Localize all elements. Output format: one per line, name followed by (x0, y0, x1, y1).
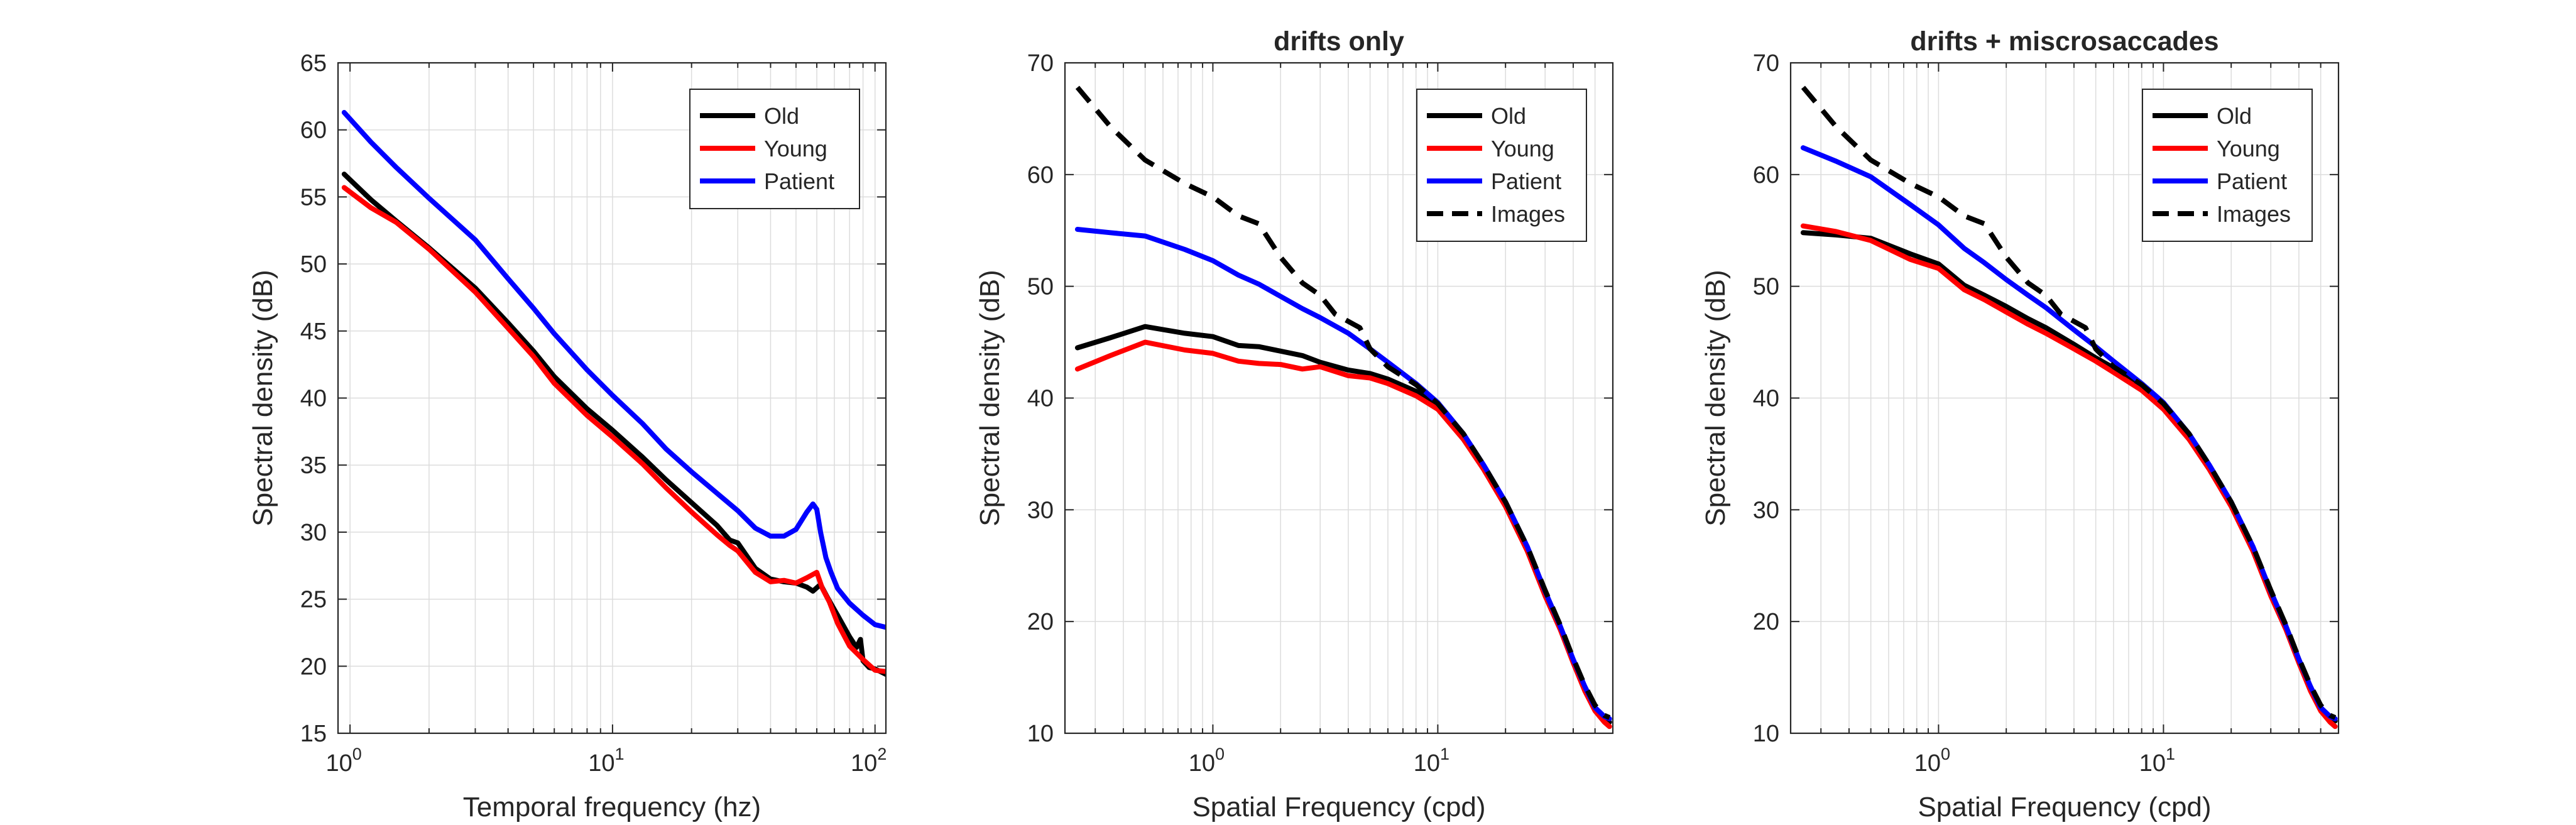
x-tick-base: 10 (2139, 750, 2166, 777)
x-axis-label: Spatial Frequency (cpd) (1918, 792, 2211, 822)
series-line-patient (341, 110, 886, 630)
plot-frame (337, 62, 887, 735)
legend-label: Patient (1491, 168, 1561, 194)
x-tick-label: 100 (325, 745, 361, 777)
x-axis-label: Temporal frequency (hz) (463, 792, 761, 822)
x-tick-exponent: 0 (1941, 745, 1950, 763)
y-axis-label: Spectral density (dB) (974, 270, 1005, 526)
y-tick-label: 70 (1027, 50, 1054, 77)
y-tick-label: 20 (300, 653, 327, 680)
y-tick-label: 10 (1753, 721, 1779, 747)
series-line-young (1800, 223, 2338, 729)
legend: Old Young Patient Images (1416, 89, 1587, 242)
legend-label: Patient (764, 168, 834, 194)
legend-label: Old (2217, 103, 2252, 129)
y-tick-label: 60 (300, 117, 327, 144)
x-tick-exponent: 0 (352, 745, 362, 763)
x-tick-label: 100 (1914, 745, 1950, 777)
series-line-young (1074, 339, 1612, 729)
legend: Old Young Patient (689, 89, 860, 209)
x-tick-label: 101 (2139, 745, 2175, 777)
legend-label: Old (764, 103, 799, 129)
x-tick-label: 102 (851, 745, 887, 777)
y-tick-label: 40 (1753, 386, 1779, 412)
y-tick-label: 70 (1753, 50, 1779, 77)
legend-label: Images (2217, 201, 2291, 227)
x-tick-exponent: 2 (877, 745, 887, 763)
x-axis-label: Spatial Frequency (cpd) (1192, 792, 1485, 822)
x-tick-base: 10 (1414, 750, 1440, 777)
series-line-images (1801, 85, 2337, 720)
y-tick-label: 50 (1027, 274, 1054, 300)
y-axis-label: Spectral density (dB) (248, 270, 278, 526)
legend-label: Old (1491, 103, 1526, 129)
series-line-images (1075, 85, 1611, 720)
series-line-old (1074, 324, 1612, 725)
x-tick-base: 10 (1914, 750, 1941, 777)
x-tick-base: 10 (1189, 750, 1215, 777)
x-tick-exponent: 1 (615, 745, 625, 763)
legend-label: Young (2217, 136, 2280, 161)
chart-title: drifts only (1274, 26, 1404, 57)
x-tick-label: 101 (1414, 745, 1449, 777)
y-tick-label: 50 (300, 251, 327, 278)
x-tick-base: 10 (325, 750, 352, 777)
y-tick-label: 30 (1027, 497, 1054, 523)
series-line-old (1800, 230, 2338, 724)
x-tick-exponent: 1 (2166, 745, 2175, 763)
y-tick-label: 50 (1753, 274, 1779, 300)
x-tick-base: 10 (588, 750, 614, 777)
legend-label: Young (1491, 136, 1554, 161)
y-tick-label: 30 (300, 520, 327, 546)
y-tick-label: 30 (1753, 497, 1779, 523)
y-tick-label: 45 (300, 319, 327, 345)
x-tick-label: 101 (588, 745, 624, 777)
x-tick-base: 10 (851, 750, 877, 777)
y-tick-label: 15 (300, 721, 327, 747)
x-tick-exponent: 1 (1440, 745, 1449, 763)
y-tick-label: 40 (1027, 386, 1054, 412)
legend-label: Patient (2217, 168, 2287, 194)
y-tick-label: 20 (1753, 609, 1779, 635)
chart-title: drifts + miscrosaccades (1910, 26, 2219, 57)
y-tick-label: 20 (1027, 609, 1054, 635)
y-tick-label: 65 (300, 50, 327, 77)
series-line-old (341, 172, 886, 677)
x-tick-exponent: 0 (1215, 745, 1225, 763)
series-line-patient (1800, 145, 2338, 721)
y-tick-label: 25 (300, 587, 327, 613)
y-tick-label: 55 (300, 184, 327, 210)
y-axis-label: Spectral density (dB) (1700, 270, 1731, 526)
series-line-patient (1074, 227, 1612, 721)
y-tick-label: 60 (1027, 162, 1054, 188)
y-tick-label: 10 (1027, 721, 1054, 747)
x-tick-label: 100 (1189, 745, 1225, 777)
y-tick-label: 60 (1753, 162, 1779, 188)
plot-frame (1064, 62, 1614, 735)
legend: Old Young Patient Images (2142, 89, 2313, 242)
y-tick-label: 40 (300, 386, 327, 412)
legend-label: Young (764, 136, 827, 161)
plot-frame (1789, 62, 2340, 735)
series-line-young (341, 185, 886, 674)
legend-label: Images (1491, 201, 1565, 227)
y-tick-label: 35 (300, 452, 327, 479)
